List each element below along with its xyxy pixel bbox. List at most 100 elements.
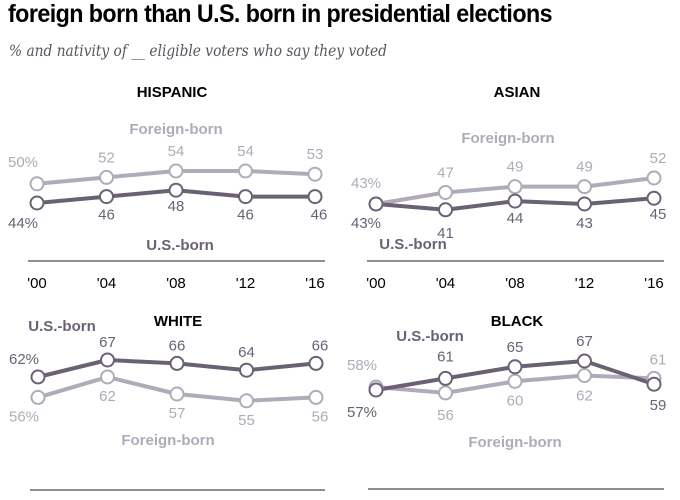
us-born-point [30, 369, 46, 385]
foreign-born-point [507, 179, 523, 195]
foreign-born-data-label: 58% [347, 357, 377, 374]
us-born-data-label: 43 [576, 215, 593, 232]
foreign-born-data-label: 47 [437, 164, 454, 181]
foreign-born-data-label: 49 [576, 159, 593, 176]
foreign-born-data-label: 56 [437, 407, 454, 424]
us-born-point [239, 362, 254, 378]
x-tick-label: '04 [436, 275, 456, 292]
foreign-born-point [308, 389, 324, 405]
us-born-data-label: 45 [650, 206, 667, 223]
us-born-data-label: 57% [347, 404, 377, 421]
foreign-born-series-label: Foreign-born [468, 434, 561, 451]
x-tick-label: '12 [575, 275, 595, 292]
us-born-data-label: 59 [650, 397, 667, 414]
foreign-born-data-label: 57 [169, 405, 186, 422]
foreign-born-data-label: 52 [98, 149, 115, 166]
us-born-point [368, 382, 384, 398]
us-born-point [100, 352, 115, 368]
foreign-born-series-label: Foreign-born [129, 121, 222, 138]
chart-subtitle: % and nativity of __ eligible voters who… [9, 41, 387, 60]
x-tick-label: '00 [366, 275, 386, 292]
foreign-born-point [307, 166, 323, 182]
foreign-born-data-label: 49 [507, 159, 524, 176]
us-born-point [646, 190, 662, 206]
us-born-data-label: 43% [351, 215, 381, 232]
us-born-data-label: 41 [437, 225, 454, 242]
foreign-born-data-label: 62 [576, 388, 593, 405]
us-born-point [307, 189, 323, 205]
foreign-born-series-label: Foreign-born [121, 432, 214, 449]
foreign-born-point [239, 393, 254, 409]
us-born-point [29, 195, 45, 211]
x-tick-label: '00 [27, 275, 47, 292]
panel-title: WHITE [154, 313, 202, 330]
foreign-born-data-label: 52 [650, 150, 667, 167]
foreign-born-point [29, 176, 45, 192]
us-born-data-label: 67 [99, 334, 116, 351]
x-tick-label: '04 [97, 275, 117, 292]
panel-title: HISPANIC [137, 84, 208, 101]
panel-title: BLACK [491, 313, 544, 330]
us-born-series-label: U.S.-born [379, 236, 447, 253]
x-tick-label: '12 [236, 275, 256, 292]
us-born-data-label: 46 [98, 207, 115, 224]
foreign-born-point [30, 389, 46, 405]
us-born-point [577, 196, 592, 212]
foreign-born-point [577, 368, 592, 383]
us-born-data-label: 44% [8, 215, 38, 232]
foreign-born-point [168, 163, 184, 179]
us-born-point [507, 359, 523, 375]
foreign-born-data-label: 43% [351, 175, 381, 192]
x-tick-label: '16 [644, 275, 664, 292]
us-born-data-label: 48 [168, 198, 185, 215]
foreign-born-data-label: 56 [312, 408, 329, 425]
foreign-born-point [577, 179, 592, 195]
us-born-data-label: 66 [169, 337, 186, 354]
foreign-born-data-label: 54 [237, 143, 254, 160]
us-born-point [308, 355, 324, 371]
us-born-point [646, 376, 662, 392]
us-born-point [368, 196, 384, 212]
foreign-born-data-label: 56% [9, 408, 39, 425]
us-born-data-label: 66 [312, 337, 329, 354]
foreign-born-point [169, 386, 185, 402]
foreign-born-series-label: Foreign-born [461, 130, 554, 147]
us-born-data-label: 65 [507, 339, 524, 356]
us-born-series-label: U.S.-born [28, 318, 96, 335]
x-tick-label: '16 [305, 275, 325, 292]
foreign-born-data-label: 53 [307, 146, 324, 163]
foreign-born-point [646, 170, 662, 186]
foreign-born-point [100, 369, 115, 385]
foreign-born-point [507, 373, 523, 389]
us-born-point [99, 189, 114, 205]
chart-title: foreign born than U.S. born in president… [8, 0, 553, 28]
us-born-data-label: 61 [437, 348, 454, 365]
us-born-point [169, 355, 185, 371]
us-born-series-label: U.S.-born [146, 237, 214, 254]
us-born-data-label: 46 [237, 207, 254, 224]
us-born-data-label: 64 [238, 344, 255, 361]
us-born-point [438, 202, 453, 218]
us-born-point [438, 370, 453, 386]
foreign-born-point [438, 184, 453, 200]
us-born-data-label: 62% [9, 351, 39, 368]
foreign-born-data-label: 50% [8, 154, 38, 171]
us-born-point [168, 182, 184, 198]
us-born-point [577, 353, 592, 369]
foreign-born-data-label: 55 [238, 412, 255, 429]
foreign-born-point [99, 169, 114, 185]
us-born-series-label: U.S.-born [396, 328, 464, 345]
us-born-point [238, 189, 253, 205]
foreign-born-data-label: 62 [99, 388, 116, 405]
foreign-born-data-label: 61 [650, 351, 667, 368]
foreign-born-point [238, 163, 253, 179]
foreign-born-point [438, 385, 453, 401]
panel-title: ASIAN [494, 84, 541, 101]
us-born-data-label: 46 [311, 207, 328, 224]
us-born-data-label: 44 [507, 210, 524, 227]
foreign-born-data-label: 60 [507, 392, 524, 409]
foreign-born-data-label: 54 [168, 143, 185, 160]
us-born-point [507, 193, 523, 209]
x-tick-label: '08 [505, 275, 525, 292]
